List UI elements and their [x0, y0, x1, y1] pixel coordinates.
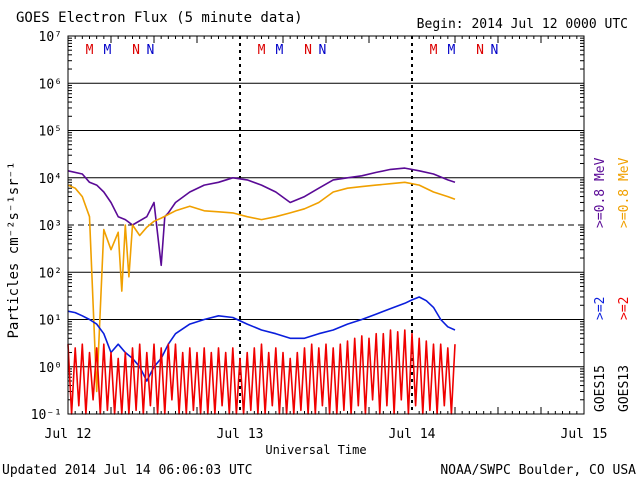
event-marker: N [491, 43, 499, 58]
x-tick-label: Jul 14 [389, 427, 436, 442]
event-marker: N [147, 43, 155, 58]
legend-label-2mev: >=2 [593, 297, 608, 320]
event-marker: M [86, 43, 94, 58]
credit-label: NOAA/SWPC Boulder, CO USA [440, 463, 636, 478]
y-tick-label: 10² [39, 266, 62, 281]
y-tick-label: 10⁰ [39, 361, 62, 376]
series-line-3 [67, 329, 456, 415]
series-line-2 [67, 296, 456, 382]
series-line-1 [67, 181, 456, 393]
legend-label-2mev: >=2 [617, 297, 632, 320]
event-marker: M [258, 43, 266, 58]
y-tick-label: 10¹ [39, 314, 62, 329]
event-marker: M [276, 43, 284, 58]
event-marker: N [132, 43, 140, 58]
x-tick-label: Jul 12 [45, 427, 92, 442]
event-marker: N [304, 43, 312, 58]
x-tick-label: Jul 15 [561, 427, 608, 442]
x-tick-label: Jul 13 [217, 427, 264, 442]
plot-frame [67, 35, 585, 415]
chart-title: GOES Electron Flux (5 minute data) [16, 10, 303, 26]
event-marker: M [430, 43, 438, 58]
event-marker: N [476, 43, 484, 58]
y-tick-label: 10³ [39, 219, 62, 234]
y-tick-label: 10⁵ [39, 125, 62, 140]
legend-satellite: GOES15 [593, 365, 608, 412]
event-marker: M [104, 43, 112, 58]
y-tick-label: 10⁻¹ [31, 408, 62, 423]
updated-label: Updated 2014 Jul 14 06:06:03 UTC [2, 463, 252, 478]
y-axis-label: Particles cm⁻²s⁻¹sr⁻¹ [6, 161, 22, 338]
begin-label: Begin: 2014 Jul 12 0000 UTC [417, 17, 628, 32]
event-marker: M [448, 43, 456, 58]
right-legend: >=0.8 MeV >=0.8 MeV >=2 >=2 GOES15 GOES13 [593, 157, 632, 412]
legend-label-0.8mev: >=0.8 MeV [593, 157, 608, 228]
legend-satellite: GOES13 [617, 365, 632, 412]
event-marker: N [319, 43, 327, 58]
series-line-0 [67, 167, 456, 267]
data-series [67, 167, 456, 415]
y-tick-label: 10⁴ [39, 172, 62, 187]
y-tick-label: 10⁷ [39, 30, 62, 45]
legend-label-0.8mev: >=0.8 MeV [617, 157, 632, 228]
x-axis-label: Universal Time [265, 443, 366, 457]
y-tick-label: 10⁶ [39, 77, 62, 92]
